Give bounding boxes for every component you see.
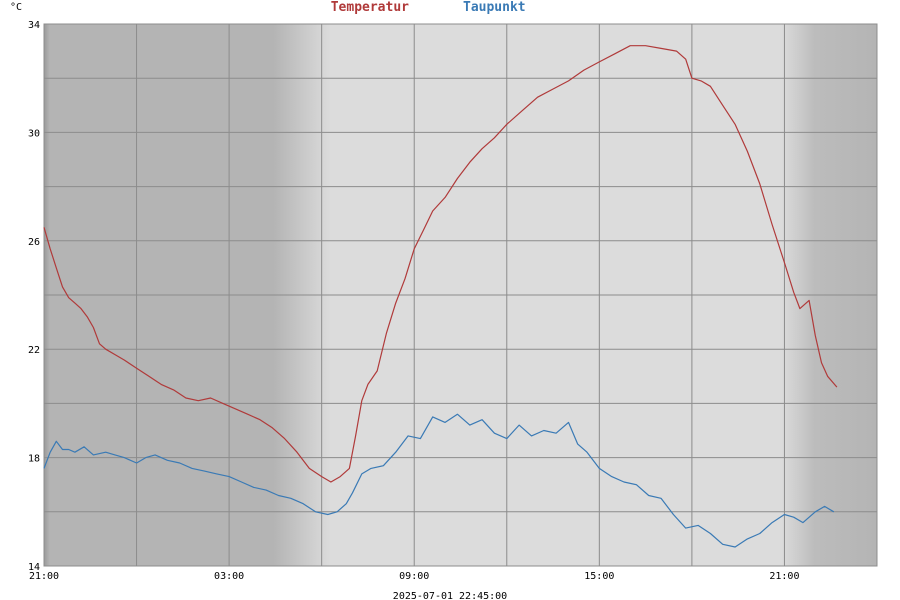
x-tick-label: 15:00 bbox=[584, 571, 614, 582]
x-tick-label: 03:00 bbox=[214, 571, 244, 582]
grid-lines bbox=[43, 23, 878, 567]
y-tick-label: 18 bbox=[28, 454, 40, 465]
series-line-temperatur bbox=[43, 45, 838, 483]
plot-border bbox=[43, 23, 878, 567]
series-line-taupunkt bbox=[43, 413, 835, 548]
x-axis-timestamp-label: 2025-07-01 22:45:00 bbox=[393, 591, 507, 600]
y-tick-label: 34 bbox=[28, 20, 40, 31]
title-temperatur: Temperatur bbox=[331, 0, 409, 15]
y-tick-label: 22 bbox=[28, 345, 40, 356]
y-tick-label: 30 bbox=[28, 128, 40, 139]
series-lines bbox=[43, 45, 838, 548]
y-tick-label: 26 bbox=[28, 237, 40, 248]
chart-title: Temperatur Taupunkt bbox=[331, 0, 526, 15]
x-axis-ticks: 21:00 03:00 09:00 15:00 21:00 bbox=[29, 571, 800, 582]
y-tick-label: 14 bbox=[28, 562, 40, 573]
title-taupunkt: Taupunkt bbox=[463, 0, 526, 15]
y-axis-unit-label: °C bbox=[10, 2, 22, 13]
x-tick-label: 21:00 bbox=[29, 571, 59, 582]
x-tick-label: 09:00 bbox=[399, 571, 429, 582]
y-axis-ticks: 14 18 22 26 30 34 bbox=[28, 20, 40, 573]
x-tick-label: 21:00 bbox=[769, 571, 799, 582]
